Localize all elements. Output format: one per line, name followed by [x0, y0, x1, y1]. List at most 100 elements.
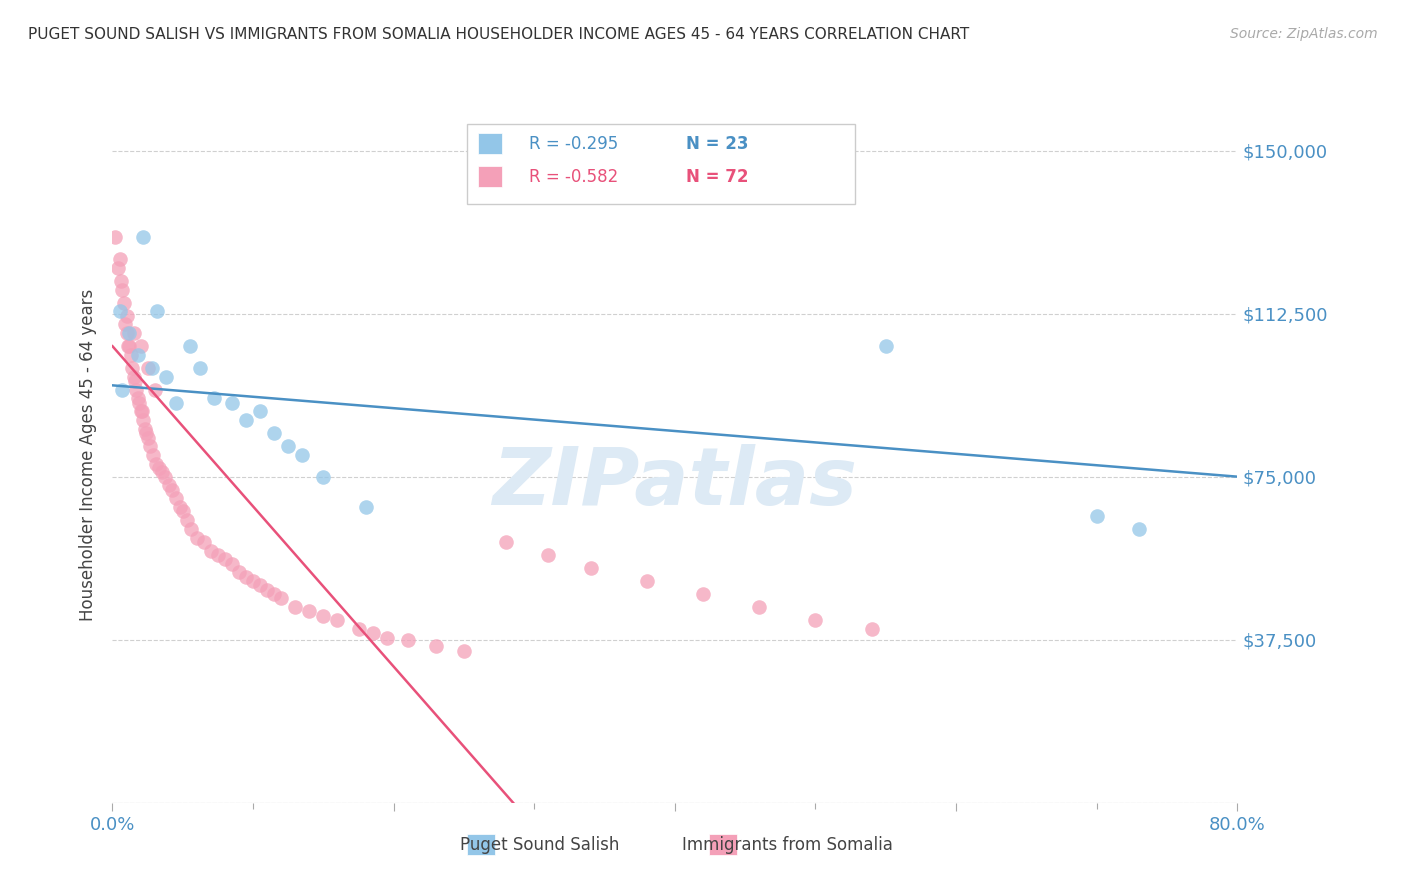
Point — [121, 360, 143, 375]
Point — [221, 557, 243, 571]
Point — [128, 395, 150, 409]
FancyBboxPatch shape — [478, 134, 502, 154]
Point — [207, 548, 229, 562]
Point — [160, 483, 183, 497]
Point — [107, 260, 129, 275]
Point — [235, 413, 257, 427]
Point — [495, 534, 517, 549]
Point — [636, 574, 658, 588]
Point — [361, 626, 384, 640]
Point — [134, 422, 156, 436]
Point — [176, 513, 198, 527]
FancyBboxPatch shape — [478, 166, 502, 187]
Point — [118, 326, 141, 340]
Point — [298, 605, 321, 619]
Point — [263, 587, 285, 601]
Point — [860, 622, 883, 636]
Text: ZIPatlas: ZIPatlas — [492, 443, 858, 522]
Point — [165, 395, 187, 409]
Point — [256, 582, 278, 597]
Point — [145, 457, 167, 471]
Point — [312, 469, 335, 483]
Point — [104, 230, 127, 244]
Point — [312, 608, 335, 623]
Point — [193, 534, 215, 549]
Point — [115, 309, 138, 323]
Text: N = 23: N = 23 — [686, 135, 748, 153]
Point — [157, 478, 180, 492]
Point — [354, 500, 377, 514]
Point — [277, 439, 299, 453]
Text: Source: ZipAtlas.com: Source: ZipAtlas.com — [1230, 27, 1378, 41]
Point — [221, 395, 243, 409]
Point — [284, 600, 307, 615]
Point — [235, 570, 257, 584]
Point — [136, 430, 159, 444]
Point — [186, 531, 208, 545]
Point — [118, 339, 141, 353]
Point — [132, 230, 155, 244]
Point — [120, 348, 142, 362]
Point — [425, 639, 447, 653]
Point — [172, 504, 194, 518]
Point — [188, 360, 211, 375]
Point — [748, 600, 770, 615]
Point — [249, 578, 271, 592]
Point — [228, 566, 250, 580]
Point — [375, 631, 398, 645]
Point — [165, 491, 187, 506]
Point — [142, 448, 165, 462]
Point — [263, 426, 285, 441]
Text: PUGET SOUND SALISH VS IMMIGRANTS FROM SOMALIA HOUSEHOLDER INCOME AGES 45 - 64 YE: PUGET SOUND SALISH VS IMMIGRANTS FROM SO… — [28, 27, 969, 42]
Point — [129, 404, 152, 418]
Point — [108, 304, 131, 318]
Point — [153, 469, 176, 483]
Point — [1085, 508, 1108, 523]
Point — [141, 360, 163, 375]
Point — [125, 383, 148, 397]
Point — [180, 522, 202, 536]
Text: Puget Sound Salish: Puget Sound Salish — [460, 836, 620, 854]
Point — [270, 591, 292, 606]
Point — [179, 339, 201, 353]
Point — [115, 326, 138, 340]
Point — [131, 404, 153, 418]
Point — [875, 339, 897, 353]
Point — [249, 404, 271, 418]
Point — [146, 304, 169, 318]
Y-axis label: Householder Income Ages 45 - 64 years: Householder Income Ages 45 - 64 years — [79, 289, 97, 621]
Point — [326, 613, 349, 627]
Point — [347, 622, 370, 636]
Point — [136, 360, 159, 375]
Point — [114, 318, 136, 332]
Point — [537, 548, 560, 562]
Point — [169, 500, 191, 514]
Point — [122, 369, 145, 384]
Point — [1128, 522, 1150, 536]
Point — [117, 339, 139, 353]
Point — [150, 466, 173, 480]
Point — [579, 561, 602, 575]
Point — [127, 348, 149, 362]
Point — [132, 413, 155, 427]
Point — [804, 613, 827, 627]
Text: R = -0.582: R = -0.582 — [529, 168, 617, 186]
Point — [143, 383, 166, 397]
Point — [396, 632, 419, 647]
Point — [155, 369, 177, 384]
Point — [692, 587, 714, 601]
Point — [129, 339, 152, 353]
Text: N = 72: N = 72 — [686, 168, 748, 186]
Point — [453, 643, 475, 657]
FancyBboxPatch shape — [467, 834, 495, 855]
Point — [111, 283, 134, 297]
Point — [111, 383, 134, 397]
Point — [112, 295, 135, 310]
Point — [139, 439, 162, 453]
Point — [202, 392, 225, 406]
Text: Immigrants from Somalia: Immigrants from Somalia — [682, 836, 893, 854]
Point — [110, 274, 132, 288]
Point — [108, 252, 131, 267]
Point — [291, 448, 314, 462]
Point — [124, 374, 146, 388]
